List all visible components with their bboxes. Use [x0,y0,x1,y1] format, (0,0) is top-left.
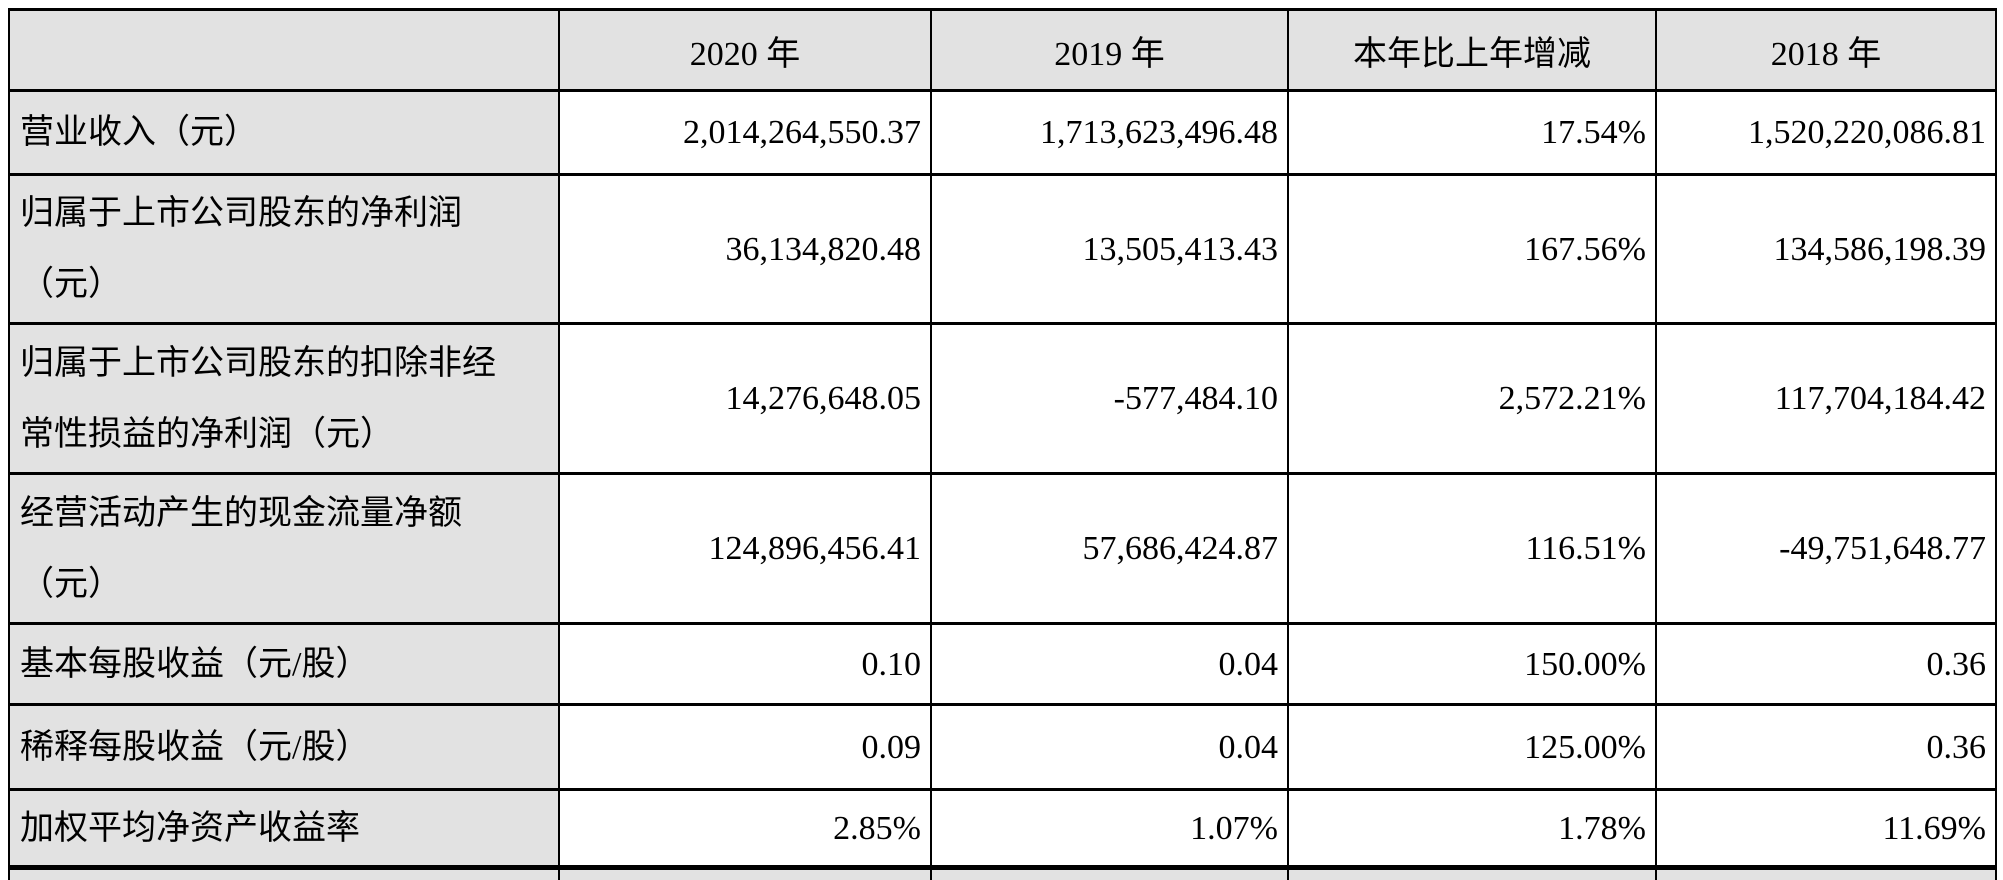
table-row-weighted-avg-roe: 加权平均净资产收益率 2.85% 1.07% 1.78% 11.69% [8,788,1997,869]
value-cell-change: 125.00% [1287,703,1657,791]
value-cell-2019: 1,713,623,496.48 [930,89,1289,176]
header-row: 2020 年 2019 年 本年比上年增减 2018 年 [8,8,1997,92]
table-row-operating-cash-flow: 经营活动产生的现金流量净额 （元） 124,896,456.41 57,686,… [8,472,1997,625]
value-cell-2018: 0.36 [1655,622,1997,706]
value-cell-2020: 0.09 [558,703,932,791]
partial-cell [1655,865,1997,880]
row-label-basic-eps: 基本每股收益（元/股） [8,622,560,706]
header-cell-2018: 2018 年 [1655,8,1997,92]
value-cell-2019: 13,505,413.43 [930,173,1289,325]
value-cell-change: 2,572.21% [1287,322,1657,475]
value-cell-2018: 134,586,198.39 [1655,173,1997,325]
value-cell-2020: 0.10 [558,622,932,706]
table-row-basic-eps: 基本每股收益（元/股） 0.10 0.04 150.00% 0.36 [8,622,1997,706]
value-cell-change: 167.56% [1287,173,1657,325]
value-cell-change: 17.54% [1287,89,1657,176]
value-cell-change: 1.78% [1287,788,1657,869]
value-cell-2018: 0.36 [1655,703,1997,791]
row-label-operating-cash-flow: 经营活动产生的现金流量净额 （元） [8,472,560,625]
header-cell-empty [8,8,560,92]
value-cell-2020: 124,896,456.41 [558,472,932,625]
header-cell-2020: 2020 年 [558,8,932,92]
value-cell-2020: 2,014,264,550.37 [558,89,932,176]
header-cell-2019: 2019 年 [930,8,1289,92]
row-label-net-profit: 归属于上市公司股东的净利润 （元） [8,173,560,325]
row-label-weighted-avg-roe: 加权平均净资产收益率 [8,788,560,869]
row-label-diluted-eps: 稀释每股收益（元/股） [8,703,560,791]
table-row-operating-revenue: 营业收入（元） 2,014,264,550.37 1,713,623,496.4… [8,89,1997,176]
table-header: 2020 年 2019 年 本年比上年增减 2018 年 [8,8,1997,92]
value-cell-2019: 57,686,424.87 [930,472,1289,625]
value-cell-2019: 0.04 [930,622,1289,706]
value-cell-2020: 14,276,648.05 [558,322,932,475]
value-cell-2018: 1,520,220,086.81 [1655,89,1997,176]
partial-cell [558,865,932,880]
row-label-operating-revenue: 营业收入（元） [8,89,560,176]
table-row-net-profit: 归属于上市公司股东的净利润 （元） 36,134,820.48 13,505,4… [8,173,1997,325]
value-cell-2019: -577,484.10 [930,322,1289,475]
value-cell-2020: 36,134,820.48 [558,173,932,325]
table-row-partial-cutoff [8,865,1997,880]
value-cell-2018: 117,704,184.42 [1655,322,1997,475]
row-label-net-profit-excl-nonrecurring: 归属于上市公司股东的扣除非经 常性损益的净利润（元） [8,322,560,475]
partial-cell [1287,865,1657,880]
partial-cell [930,865,1289,880]
value-cell-2019: 0.04 [930,703,1289,791]
value-cell-2019: 1.07% [930,788,1289,869]
table-row-net-profit-excl-nonrecurring: 归属于上市公司股东的扣除非经 常性损益的净利润（元） 14,276,648.05… [8,322,1997,475]
value-cell-2018: -49,751,648.77 [1655,472,1997,625]
value-cell-change: 116.51% [1287,472,1657,625]
value-cell-2018: 11.69% [1655,788,1997,869]
value-cell-2020: 2.85% [558,788,932,869]
value-cell-change: 150.00% [1287,622,1657,706]
table-row-diluted-eps: 稀释每股收益（元/股） 0.09 0.04 125.00% 0.36 [8,703,1997,791]
partial-cell [8,865,560,880]
financial-indicators-table: 2020 年 2019 年 本年比上年增减 2018 年 营业收入（元） 2,0… [8,8,1997,880]
header-cell-yoy-change: 本年比上年增减 [1287,8,1657,92]
table-body: 营业收入（元） 2,014,264,550.37 1,713,623,496.4… [8,89,1997,880]
